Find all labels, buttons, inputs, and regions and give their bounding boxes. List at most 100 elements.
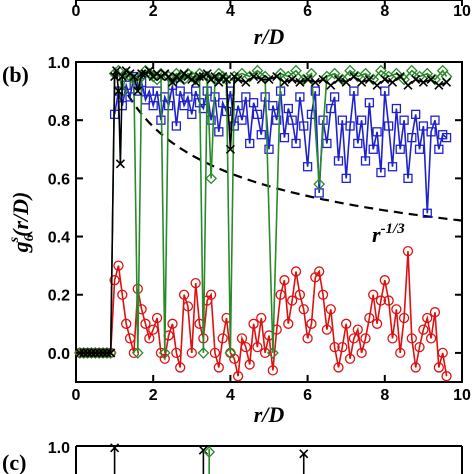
- panel-b-x-tick-label: 6: [303, 387, 312, 404]
- data-point-circle: [383, 295, 394, 306]
- data-point-square: [175, 86, 185, 96]
- panel-b-x-ticks: 0 2 4 6 8 10: [72, 62, 471, 404]
- panel-c-cross-marker: [198, 445, 208, 455]
- data-point-diamond: [131, 346, 144, 359]
- data-point-circle: [298, 304, 309, 315]
- data-point-circle: [209, 347, 221, 359]
- series-line-diamond: [79, 69, 448, 354]
- data-point-cross: [83, 348, 93, 358]
- data-point-circle: [148, 324, 159, 335]
- data-point-cross: [357, 77, 367, 87]
- data-point-circle: [190, 277, 201, 289]
- data-point-square: [256, 130, 266, 140]
- data-point-cross: [115, 159, 125, 169]
- data-point-circle: [314, 266, 325, 277]
- data-point-square: [441, 132, 452, 143]
- data-point-cross: [129, 71, 139, 82]
- data-point-square: [391, 103, 402, 114]
- panel-b-plot-frame: [75, 61, 463, 383]
- data-point-diamond: [93, 346, 106, 359]
- data-point-diamond: [205, 172, 218, 185]
- reference-curve: [113, 67, 463, 222]
- data-point-diamond: [158, 346, 171, 359]
- data-point-circle: [360, 333, 371, 344]
- data-point-square: [295, 92, 305, 102]
- data-point-circle: [240, 341, 251, 353]
- panel-c-cross-marker: [299, 449, 309, 459]
- panel-a-x-tick-label: 2: [149, 3, 158, 20]
- panel-a-x-tick-label: 0: [72, 3, 81, 20]
- data-point-circle: [132, 283, 143, 295]
- data-point-circle: [290, 266, 302, 277]
- data-point-circle: [275, 289, 286, 300]
- data-point-circle: [321, 324, 333, 335]
- data-point-cross: [167, 77, 178, 87]
- data-point-circle: [325, 304, 336, 315]
- data-point-circle: [124, 333, 136, 344]
- data-point-cross: [248, 71, 259, 82]
- data-point-circle: [117, 289, 128, 300]
- panel-b-x-tick-label: 4: [226, 387, 235, 404]
- data-point-cross: [110, 71, 120, 82]
- panel-b-x-axis-title: r/D: [254, 402, 285, 427]
- panel-b-y-axis-title: g6s(r/D): [7, 192, 37, 254]
- data-point-square: [248, 98, 259, 108]
- panel-a-x-tick-labels: 0 2 4 6 8 10: [72, 0, 471, 20]
- data-point-cross: [372, 80, 382, 90]
- data-point-circle: [352, 324, 363, 335]
- panel-c-cross-marker: [110, 443, 120, 453]
- data-point-square: [252, 109, 263, 120]
- data-point-square: [237, 115, 247, 125]
- data-point-cross: [86, 348, 97, 358]
- panel-a-x-tick-label: 8: [380, 3, 389, 20]
- data-point-cross: [310, 77, 320, 87]
- data-point-square: [403, 173, 413, 184]
- data-point-square: [387, 162, 398, 172]
- data-point-square: [430, 115, 440, 125]
- data-point-cross: [113, 86, 124, 96]
- data-point-square: [384, 121, 394, 131]
- data-point-cross: [191, 77, 201, 87]
- data-point-cross: [137, 69, 147, 79]
- data-point-square: [326, 103, 336, 114]
- panel-b-label: (b): [2, 62, 29, 87]
- panel-b-x-tick-label: 8: [380, 387, 389, 404]
- data-point-square: [287, 115, 297, 125]
- panel-b-y-tick-label: 0.2: [48, 288, 70, 305]
- data-point-cross: [144, 66, 154, 76]
- data-point-cross: [380, 74, 390, 85]
- data-point-cross: [256, 74, 266, 85]
- data-point-cross: [210, 71, 220, 82]
- data-point-circle: [259, 347, 271, 359]
- data-point-square: [368, 144, 378, 154]
- data-point-circle: [344, 353, 356, 364]
- data-point-square: [148, 100, 158, 111]
- panel-c-y-tick-label: 1.0: [48, 440, 70, 457]
- data-point-circle: [341, 318, 352, 329]
- data-point-square: [376, 167, 386, 178]
- data-point-square: [349, 86, 359, 96]
- data-point-circle: [364, 312, 375, 324]
- data-point-square: [418, 121, 429, 131]
- data-point-diamond: [89, 346, 102, 359]
- data-point-circle: [113, 260, 124, 271]
- data-point-diamond: [429, 73, 441, 86]
- data-point-diamond: [297, 73, 310, 86]
- data-point-diamond: [81, 346, 94, 359]
- data-point-circle: [232, 371, 244, 382]
- data-point-circle: [422, 312, 433, 324]
- panel-b: (b) 0 2 4 6 8 10 0.00.20.40.60.81.0 r-1/3 g6s…: [2, 55, 471, 427]
- data-point-square: [372, 127, 382, 137]
- data-point-cross: [326, 80, 336, 90]
- data-point-cross: [194, 71, 205, 82]
- data-point-cross: [106, 348, 116, 358]
- data-point-square: [272, 115, 282, 125]
- data-point-circle: [279, 275, 290, 286]
- panel-b-x-tick-label: 2: [149, 387, 158, 404]
- data-point-cross: [102, 348, 112, 358]
- data-point-diamond: [97, 346, 109, 359]
- data-point-cross: [117, 71, 127, 82]
- data-point-circle: [217, 333, 228, 344]
- data-point-cross: [349, 71, 359, 82]
- data-point-diamond: [197, 346, 210, 359]
